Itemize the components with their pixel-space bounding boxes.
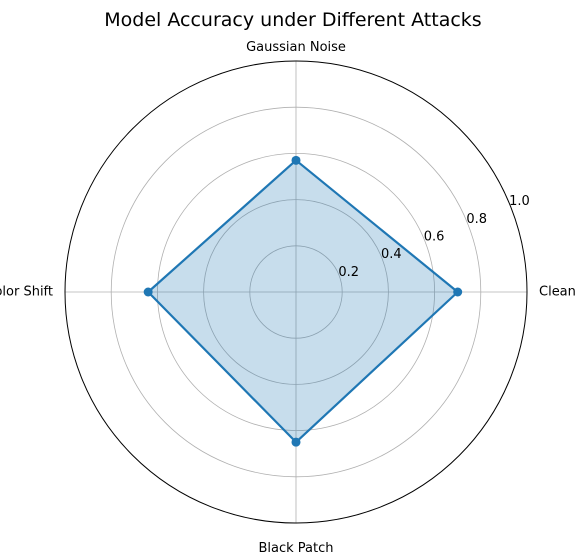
data-point-clean bbox=[453, 287, 463, 297]
series-area bbox=[148, 160, 458, 443]
grid bbox=[64, 60, 528, 524]
category-label-black-patch: Black Patch bbox=[258, 541, 333, 556]
data-point-color-shift bbox=[143, 287, 153, 297]
radial-tick-label: 0.6 bbox=[424, 229, 445, 244]
category-label-gaussian-noise: Gaussian Noise bbox=[246, 40, 346, 55]
labels: Clean Gaussian Noise Color Shift Black Patc… bbox=[0, 40, 576, 556]
radial-tick-label: 1.0 bbox=[509, 194, 530, 209]
data-point-black-patch bbox=[291, 437, 301, 447]
data-point-gaussian-noise bbox=[291, 155, 301, 165]
polar-frame bbox=[64, 60, 528, 524]
data-series bbox=[143, 155, 463, 447]
category-label-color-shift: Color Shift bbox=[0, 285, 53, 300]
chart-title: Model Accuracy under Different Attacks bbox=[104, 9, 481, 31]
category-label-clean: Clean bbox=[539, 285, 576, 300]
radial-tick-label: 0.8 bbox=[466, 212, 487, 227]
radial-tick-label: 0.4 bbox=[381, 247, 402, 262]
radial-tick-label: 0.2 bbox=[338, 265, 359, 280]
